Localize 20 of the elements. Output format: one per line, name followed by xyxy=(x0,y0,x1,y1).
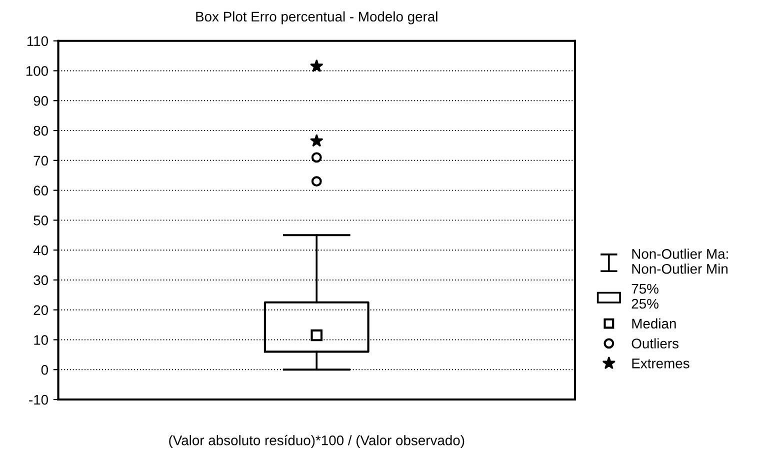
text: Outliers xyxy=(632,338,678,348)
y-tick-label: 20 xyxy=(34,305,48,316)
y-tick-label: -10 xyxy=(29,394,48,405)
text: 75% 25% xyxy=(632,284,658,309)
y-tick-label: 70 xyxy=(34,156,48,166)
y-tick-label: 100 xyxy=(26,66,48,76)
y-tick-label: 0 xyxy=(41,364,48,375)
y-tick-label: 30 xyxy=(34,275,48,286)
y-tick-label: 90 xyxy=(34,96,48,106)
y-tick-label: 110 xyxy=(27,36,48,46)
y-tick-label: 10 xyxy=(34,335,48,345)
y-tick-label: 40 xyxy=(33,245,48,256)
y-tick-label: 80 xyxy=(34,126,48,136)
text: Non-Outlier Ma: Non-Outlier Min xyxy=(632,248,728,274)
y-tick-label: 60 xyxy=(34,186,48,196)
legend-label: Extremes xyxy=(632,358,690,368)
text: Median xyxy=(632,318,676,329)
x-axis-title: (Valor absoluto resíduo)*100 / (Valor observado) xyxy=(169,434,464,448)
y-tick-label: 50 xyxy=(34,216,48,226)
chart-title: Box Plot Erro percentual - Modelo geral xyxy=(196,11,438,24)
